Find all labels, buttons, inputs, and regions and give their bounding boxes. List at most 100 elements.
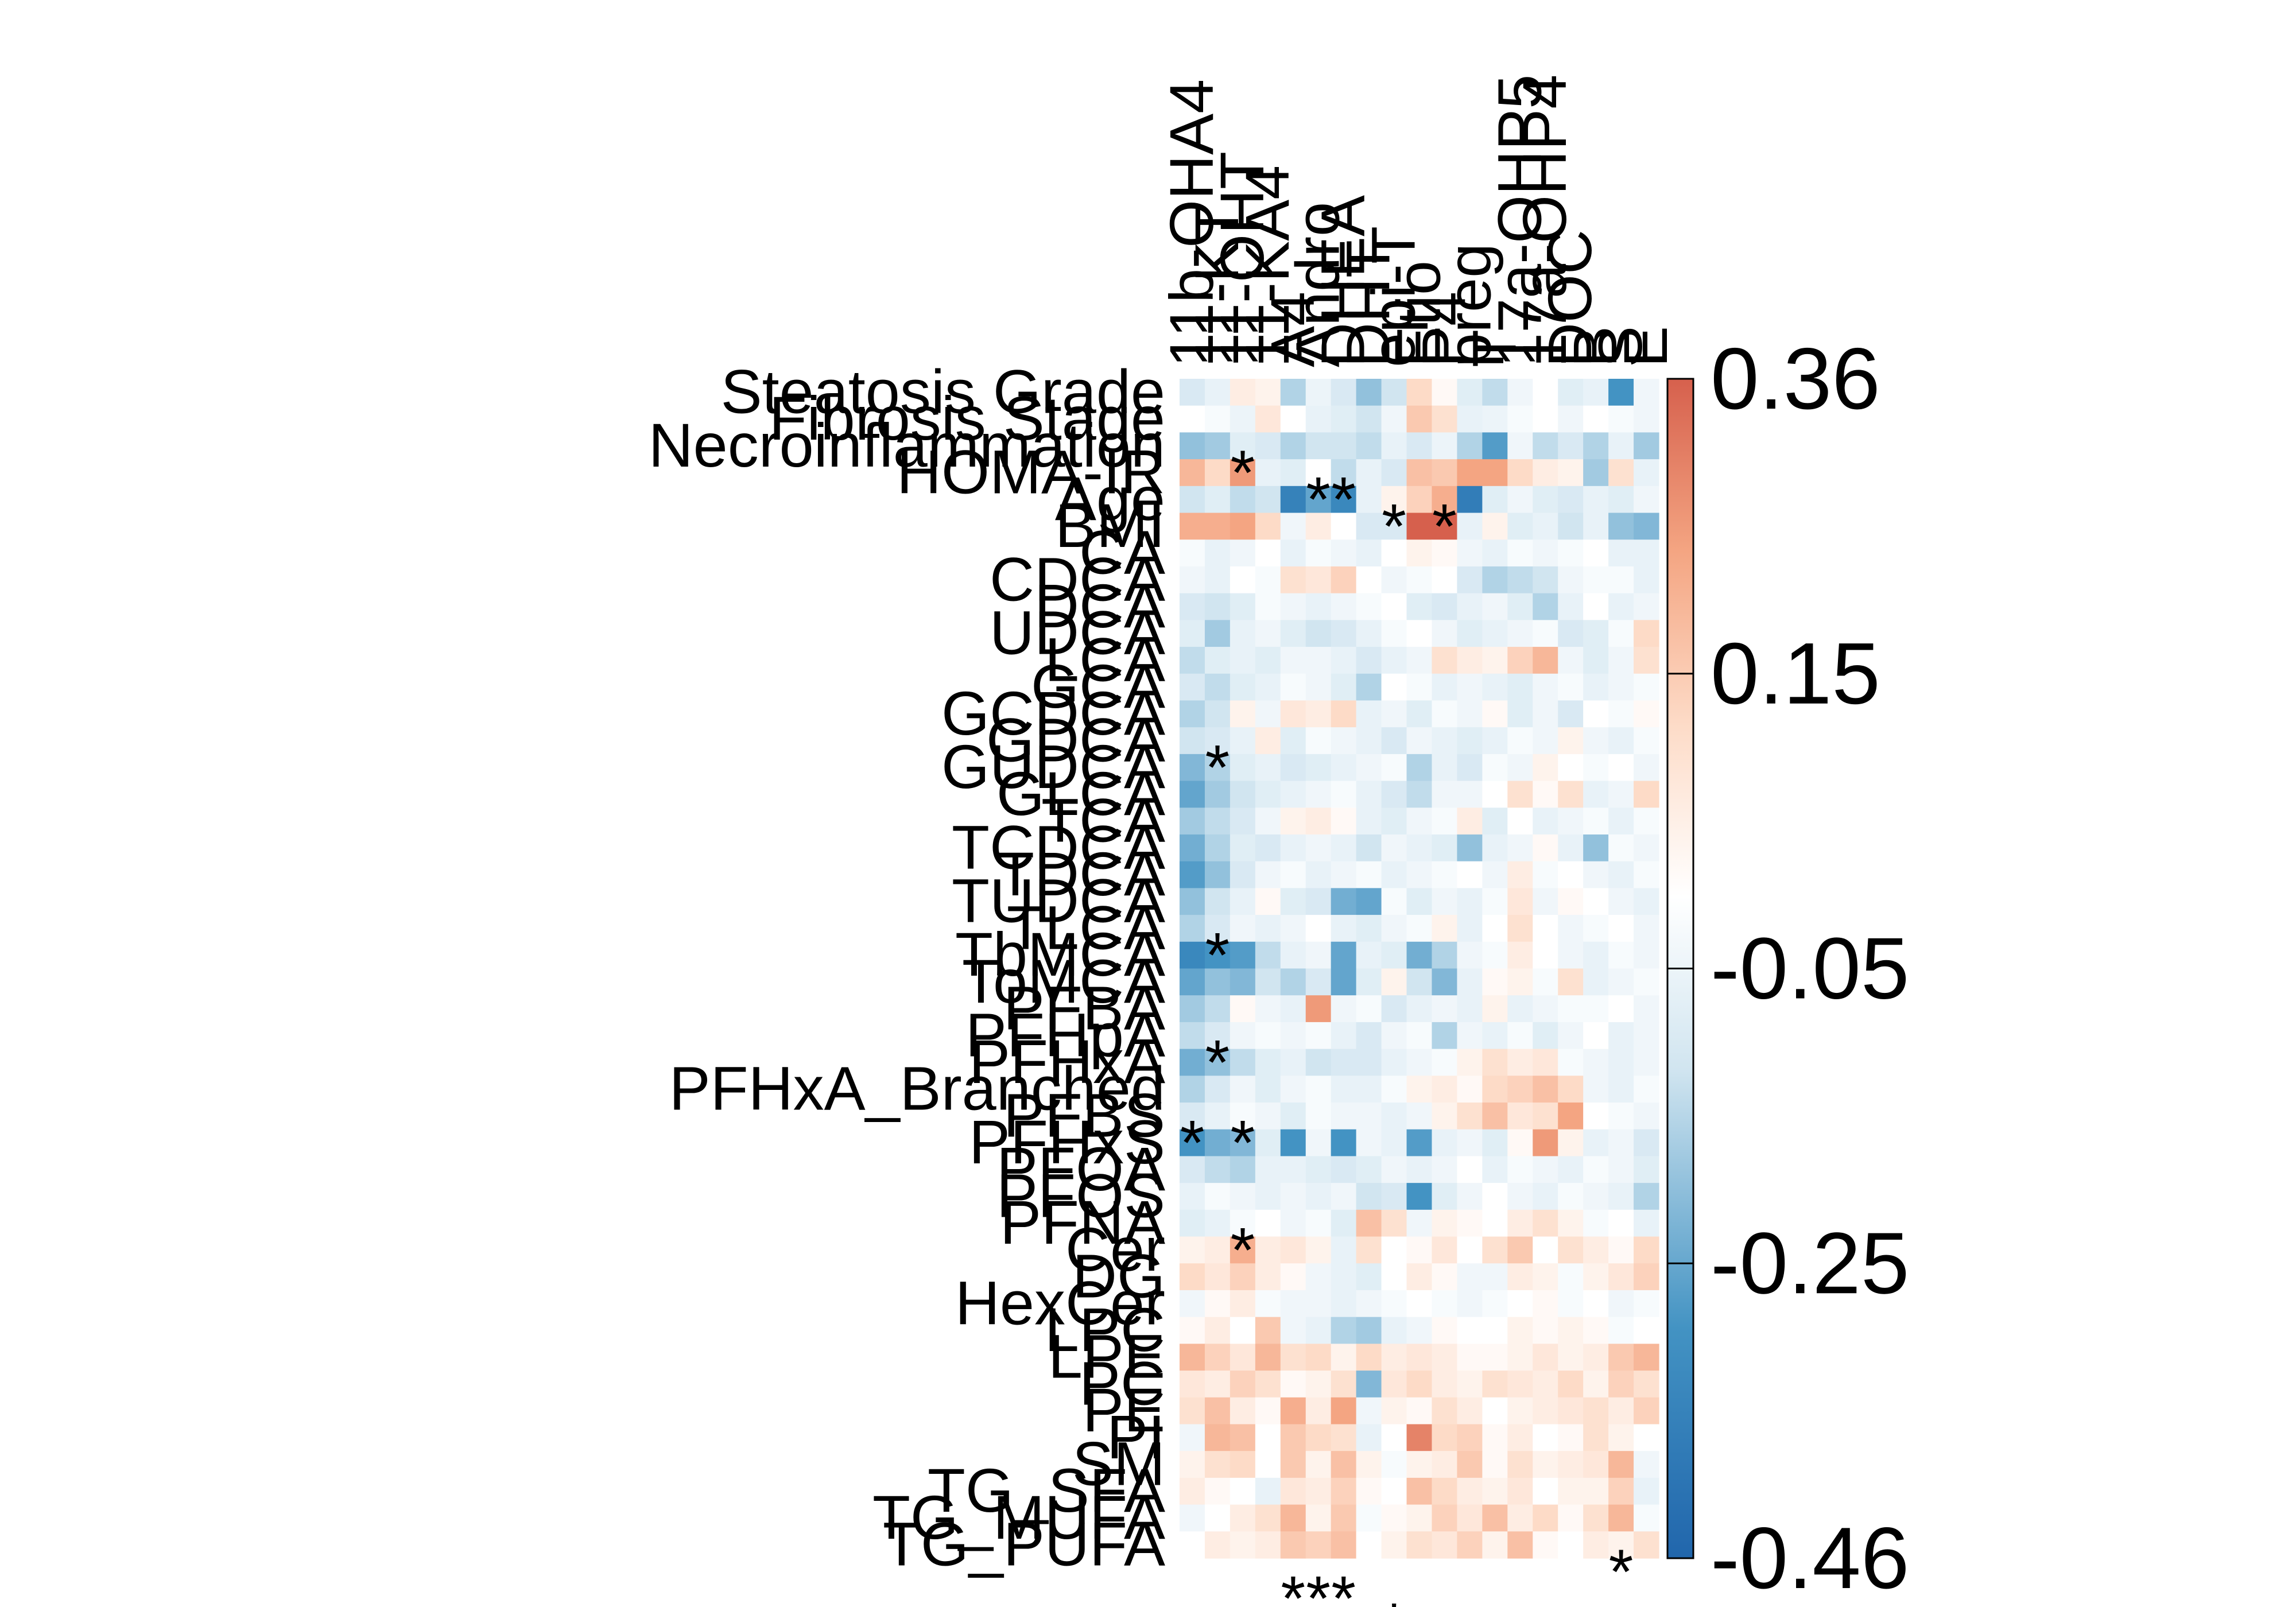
heatmap-cell — [1356, 1022, 1382, 1050]
heatmap-cell — [1558, 1156, 1584, 1183]
row-label: LCA — [1045, 624, 1165, 694]
heatmap-cell — [1381, 620, 1407, 647]
heatmap-cell — [1305, 915, 1332, 942]
heatmap-cell — [1280, 647, 1306, 674]
heatmap-cell — [1255, 1424, 1281, 1451]
heatmap-cell — [1608, 1531, 1634, 1559]
heatmap-cell — [1305, 1183, 1332, 1210]
row-label: TCDCA — [952, 812, 1165, 882]
heatmap-cell — [1406, 486, 1433, 514]
heatmap-cell — [1634, 754, 1659, 782]
heatmap-cell — [1255, 432, 1281, 460]
heatmap-cell — [1180, 700, 1205, 728]
heatmap-cell — [1406, 459, 1433, 487]
heatmap-cell — [1432, 1344, 1458, 1371]
colorbar-ticks: 0.36 0.15 -0.05 -0.25 -0.46 — [1667, 330, 1909, 1607]
heatmap-cell — [1230, 1371, 1256, 1398]
heatmap-cell — [1280, 1290, 1306, 1318]
heatmap-cell — [1331, 1344, 1357, 1371]
heatmap-cell — [1608, 727, 1634, 755]
heatmap-cell — [1432, 1022, 1458, 1050]
heatmap-cell — [1204, 861, 1231, 888]
heatmap-cell — [1406, 405, 1433, 433]
heatmap-cell — [1457, 1531, 1483, 1559]
heatmap-cell — [1533, 620, 1558, 647]
heatmap-cell — [1230, 1103, 1256, 1130]
heatmap-cell — [1280, 1397, 1306, 1425]
heatmap-cell — [1507, 1263, 1533, 1291]
heatmap-cell — [1608, 647, 1634, 674]
heatmap-cell — [1583, 1290, 1609, 1318]
heatmap-cell — [1432, 1290, 1458, 1318]
heatmap-cell — [1180, 1022, 1205, 1050]
heatmap-cell — [1507, 486, 1533, 514]
heatmap-cell — [1457, 566, 1483, 594]
heatmap-cell — [1457, 834, 1483, 862]
heatmap-cell — [1608, 1371, 1634, 1398]
heatmap-cell — [1457, 1183, 1483, 1210]
heatmap-cell — [1558, 513, 1584, 540]
heatmap-cell — [1608, 513, 1634, 540]
heatmap-cell — [1558, 593, 1584, 620]
heatmap-cell — [1356, 1424, 1382, 1451]
heatmap-cell — [1280, 700, 1306, 728]
heatmap-cell — [1406, 647, 1433, 674]
heatmap-cell — [1533, 700, 1558, 728]
heatmap-cell — [1432, 459, 1458, 487]
heatmap-cell — [1204, 808, 1231, 835]
heatmap-cell — [1406, 1451, 1433, 1478]
heatmap-cell — [1331, 1317, 1357, 1344]
heatmap-cell — [1381, 1290, 1407, 1318]
heatmap-cell — [1634, 1317, 1659, 1344]
heatmap-cell — [1230, 593, 1256, 620]
heatmap-cell — [1608, 1317, 1634, 1344]
heatmap-cell — [1230, 1317, 1256, 1344]
heatmap-cell — [1381, 459, 1407, 487]
column-label: 17a-OHP5 — [1484, 75, 1554, 367]
heatmap-cell — [1583, 405, 1609, 433]
heatmap-cell — [1180, 1156, 1205, 1183]
heatmap-cell — [1280, 566, 1306, 594]
heatmap-cell — [1457, 513, 1483, 540]
heatmap-cell — [1507, 915, 1533, 942]
heatmap-cell — [1608, 1022, 1634, 1050]
column-label: E — [1611, 326, 1680, 367]
heatmap-cell — [1507, 808, 1533, 835]
heatmap-cell — [1406, 593, 1433, 620]
heatmap-cell — [1533, 1129, 1558, 1157]
heatmap-cell — [1457, 1397, 1483, 1425]
heatmap-cell — [1204, 995, 1231, 1023]
heatmap-cell — [1634, 1156, 1659, 1183]
heatmap-cell — [1457, 995, 1483, 1023]
heatmap-cell — [1180, 1317, 1205, 1344]
heatmap-cell — [1305, 968, 1332, 996]
heatmap-cell — [1558, 1397, 1584, 1425]
row-label: TbMCA — [955, 919, 1165, 989]
heatmap-cell — [1280, 459, 1306, 487]
heatmap-cell — [1255, 1531, 1281, 1559]
heatmap-cell — [1482, 888, 1508, 915]
row-label: GCDCA — [941, 678, 1165, 748]
heatmap-cell — [1280, 754, 1306, 782]
heatmap-cell — [1381, 781, 1407, 808]
heatmap-cell — [1457, 593, 1483, 620]
heatmap-cell — [1305, 995, 1332, 1023]
heatmap-cell — [1180, 647, 1205, 674]
heatmap-cell — [1457, 1451, 1483, 1478]
heatmap-cell — [1634, 1451, 1659, 1478]
heatmap-cell — [1432, 620, 1458, 647]
heatmap-cell — [1432, 486, 1458, 514]
heatmap-cell — [1583, 1076, 1609, 1103]
heatmap-cell — [1482, 1290, 1508, 1318]
heatmap-cell — [1432, 1371, 1458, 1398]
heatmap-cell — [1507, 1451, 1533, 1478]
heatmap-cell — [1305, 1156, 1332, 1183]
heatmap-cell — [1331, 1236, 1357, 1264]
heatmap-cell — [1230, 1477, 1256, 1505]
column-label: S — [1585, 326, 1655, 367]
heatmap-cell — [1432, 727, 1458, 755]
heatmap-cell — [1558, 968, 1584, 996]
heatmap-cell — [1583, 915, 1609, 942]
heatmap-cell — [1331, 1156, 1357, 1183]
heatmap-cell — [1381, 1397, 1407, 1425]
